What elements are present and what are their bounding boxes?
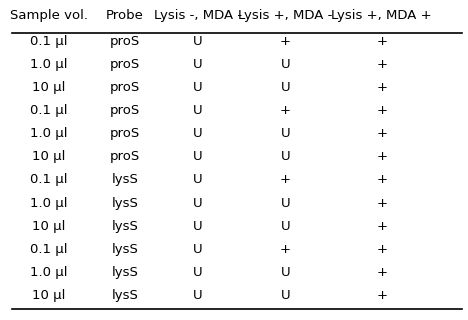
Text: U: U: [280, 197, 290, 210]
Text: +: +: [280, 173, 291, 187]
Text: 1.0 μl: 1.0 μl: [30, 197, 68, 210]
Text: +: +: [376, 266, 387, 279]
Text: +: +: [280, 35, 291, 48]
Text: U: U: [193, 289, 203, 302]
Text: +: +: [280, 243, 291, 256]
Text: 1.0 μl: 1.0 μl: [30, 266, 68, 279]
Text: +: +: [376, 35, 387, 48]
Text: +: +: [376, 150, 387, 163]
Text: proS: proS: [110, 150, 140, 163]
Text: Sample vol.: Sample vol.: [10, 9, 88, 22]
Text: 1.0 μl: 1.0 μl: [30, 58, 68, 71]
Text: U: U: [193, 58, 203, 71]
Text: proS: proS: [110, 104, 140, 117]
Text: U: U: [280, 81, 290, 94]
Text: +: +: [376, 127, 387, 140]
Text: lysS: lysS: [111, 197, 138, 210]
Text: Lysis -, MDA -: Lysis -, MDA -: [154, 9, 242, 22]
Text: U: U: [193, 104, 203, 117]
Text: proS: proS: [110, 35, 140, 48]
Text: Probe: Probe: [106, 9, 144, 22]
Text: U: U: [193, 220, 203, 233]
Text: U: U: [193, 127, 203, 140]
Text: lysS: lysS: [111, 220, 138, 233]
Text: U: U: [280, 289, 290, 302]
Text: U: U: [280, 127, 290, 140]
Text: 10 μl: 10 μl: [32, 81, 66, 94]
Text: U: U: [193, 81, 203, 94]
Text: U: U: [193, 150, 203, 163]
Text: lysS: lysS: [111, 243, 138, 256]
Text: proS: proS: [110, 81, 140, 94]
Text: 10 μl: 10 μl: [32, 289, 66, 302]
Text: 1.0 μl: 1.0 μl: [30, 127, 68, 140]
Text: 0.1 μl: 0.1 μl: [30, 173, 68, 187]
Text: Lysis +, MDA +: Lysis +, MDA +: [331, 9, 432, 22]
Text: U: U: [280, 220, 290, 233]
Text: +: +: [280, 104, 291, 117]
Text: +: +: [376, 243, 387, 256]
Text: 0.1 μl: 0.1 μl: [30, 104, 68, 117]
Text: 0.1 μl: 0.1 μl: [30, 35, 68, 48]
Text: proS: proS: [110, 127, 140, 140]
Text: +: +: [376, 81, 387, 94]
Text: 10 μl: 10 μl: [32, 150, 66, 163]
Text: proS: proS: [110, 58, 140, 71]
Text: U: U: [193, 197, 203, 210]
Text: U: U: [280, 266, 290, 279]
Text: +: +: [376, 58, 387, 71]
Text: lysS: lysS: [111, 173, 138, 187]
Text: U: U: [193, 243, 203, 256]
Text: 0.1 μl: 0.1 μl: [30, 243, 68, 256]
Text: U: U: [193, 173, 203, 187]
Text: U: U: [193, 266, 203, 279]
Text: U: U: [193, 35, 203, 48]
Text: lysS: lysS: [111, 266, 138, 279]
Text: +: +: [376, 104, 387, 117]
Text: U: U: [280, 58, 290, 71]
Text: +: +: [376, 289, 387, 302]
Text: +: +: [376, 197, 387, 210]
Text: 10 μl: 10 μl: [32, 220, 66, 233]
Text: Lysis +, MDA -: Lysis +, MDA -: [238, 9, 333, 22]
Text: +: +: [376, 220, 387, 233]
Text: +: +: [376, 173, 387, 187]
Text: U: U: [280, 150, 290, 163]
Text: lysS: lysS: [111, 289, 138, 302]
